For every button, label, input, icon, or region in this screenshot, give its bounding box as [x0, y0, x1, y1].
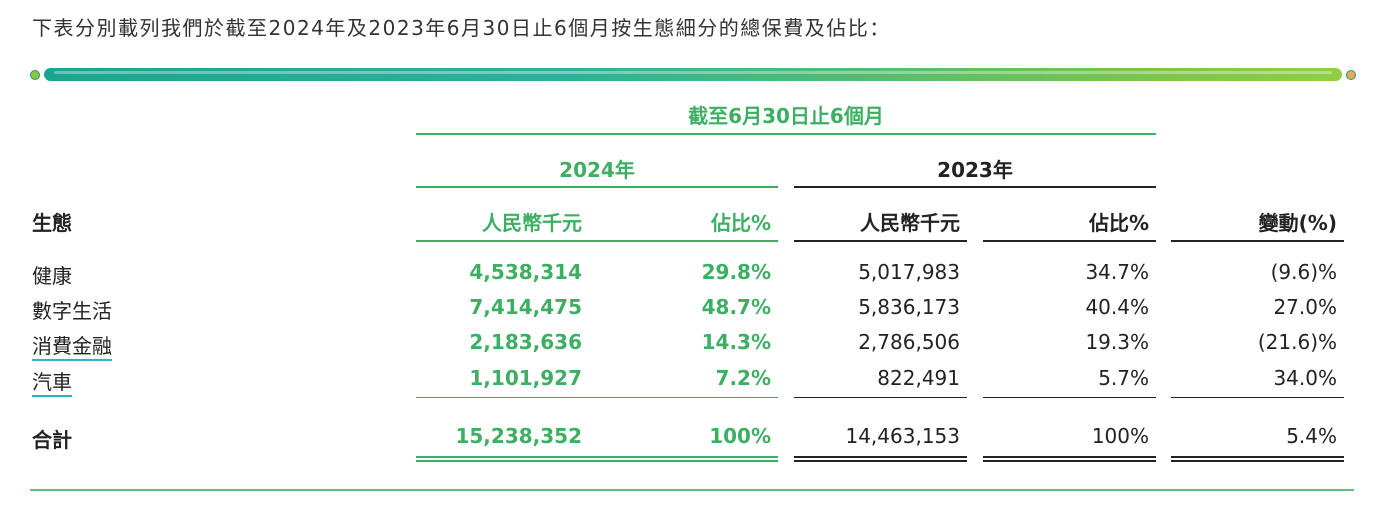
cell-rmb-2024: 4,538,314: [469, 260, 582, 284]
col-rmb-2023: 人民幣千元: [860, 211, 960, 235]
col-change: 變動(%): [1258, 211, 1337, 235]
consumer-finance-link[interactable]: 消費金融: [32, 334, 112, 361]
cell-pct-2024: 29.8%: [701, 260, 771, 284]
total-double-rule-2024-pct: [605, 456, 778, 462]
cell-rmb-2023: 5,836,173: [858, 295, 960, 319]
cell-rmb-2023: 2,786,506: [858, 330, 960, 354]
total-double-rule-2023-pct: [983, 456, 1156, 462]
bar-left-dot: [30, 70, 40, 80]
total-double-rule-change: [1171, 456, 1344, 462]
cell-pct-2023: 19.3%: [1085, 330, 1149, 354]
period-header: 截至6月30日止6個月: [688, 104, 884, 128]
col-rule-2024-pct: [605, 240, 778, 242]
subtotal-rule-2024-pct: [605, 397, 778, 398]
total-pct-2023: 100%: [1091, 424, 1149, 448]
cell-pct-2024: 14.3%: [701, 330, 771, 354]
cell-rmb-2023: 5,017,983: [858, 260, 960, 284]
total-rmb-2023: 14,463,153: [845, 424, 960, 448]
col-rmb-2024: 人民幣千元: [482, 211, 582, 235]
subtotal-rule-change: [1171, 397, 1344, 398]
decorative-gradient-bar: [30, 68, 1356, 84]
cell-pct-2023: 40.4%: [1085, 295, 1149, 319]
total-rmb-2024: 15,238,352: [455, 424, 582, 448]
cell-change: (21.6)%: [1257, 330, 1337, 354]
cell-change: (9.6)%: [1270, 260, 1337, 284]
cell-pct-2023: 5.7%: [1098, 366, 1149, 390]
col-rule-2023-pct: [983, 240, 1156, 242]
total-pct-2024: 100%: [709, 424, 771, 448]
row-label-header: 生態: [32, 211, 72, 235]
cell-pct-2024: 48.7%: [701, 295, 771, 319]
row-name-health: 健康: [32, 264, 72, 288]
bar-right-dot: [1346, 70, 1356, 80]
year-2024-rule: [416, 186, 778, 188]
col-rule-2023-rmb: [794, 240, 967, 242]
total-double-rule-2024-rmb: [416, 456, 778, 462]
subtotal-rule-2023-rmb: [794, 397, 967, 398]
intro-text: 下表分別載列我們於截至2024年及2023年6月30日止6個月按生態細分的總保費…: [32, 16, 891, 40]
total-double-rule-2023-rmb: [794, 456, 967, 462]
row-name-consumer-finance[interactable]: 消費金融: [32, 330, 112, 361]
cell-pct-2023: 34.7%: [1085, 260, 1149, 284]
total-label: 合計: [32, 428, 72, 452]
bottom-divider: [30, 489, 1354, 491]
subtotal-rule-2023-pct: [983, 397, 1156, 398]
col-pct-2023: 佔比%: [1088, 211, 1149, 235]
cell-rmb-2023: 822,491: [877, 366, 960, 390]
cell-rmb-2024: 1,101,927: [469, 366, 582, 390]
col-rule-2024-rmb: [416, 240, 778, 242]
col-rule-change: [1171, 240, 1344, 242]
cell-change: 27.0%: [1273, 295, 1337, 319]
gradient-bar: [44, 68, 1342, 81]
col-pct-2024: 佔比%: [710, 211, 771, 235]
year-2023-rule: [794, 186, 1156, 188]
subtotal-rule-2024-rmb: [416, 397, 778, 398]
year-2023-header: 2023年: [937, 158, 1013, 182]
period-rule: [416, 133, 1156, 135]
cell-pct-2024: 7.2%: [715, 366, 771, 390]
year-2024-header: 2024年: [559, 158, 635, 182]
row-name-digital-life: 數字生活: [32, 299, 112, 323]
auto-link[interactable]: 汽車: [32, 370, 72, 397]
cell-rmb-2024: 2,183,636: [469, 330, 582, 354]
total-change: 5.4%: [1286, 424, 1337, 448]
cell-rmb-2024: 7,414,475: [469, 295, 582, 319]
row-name-auto[interactable]: 汽車: [32, 366, 72, 397]
cell-change: 34.0%: [1273, 366, 1337, 390]
